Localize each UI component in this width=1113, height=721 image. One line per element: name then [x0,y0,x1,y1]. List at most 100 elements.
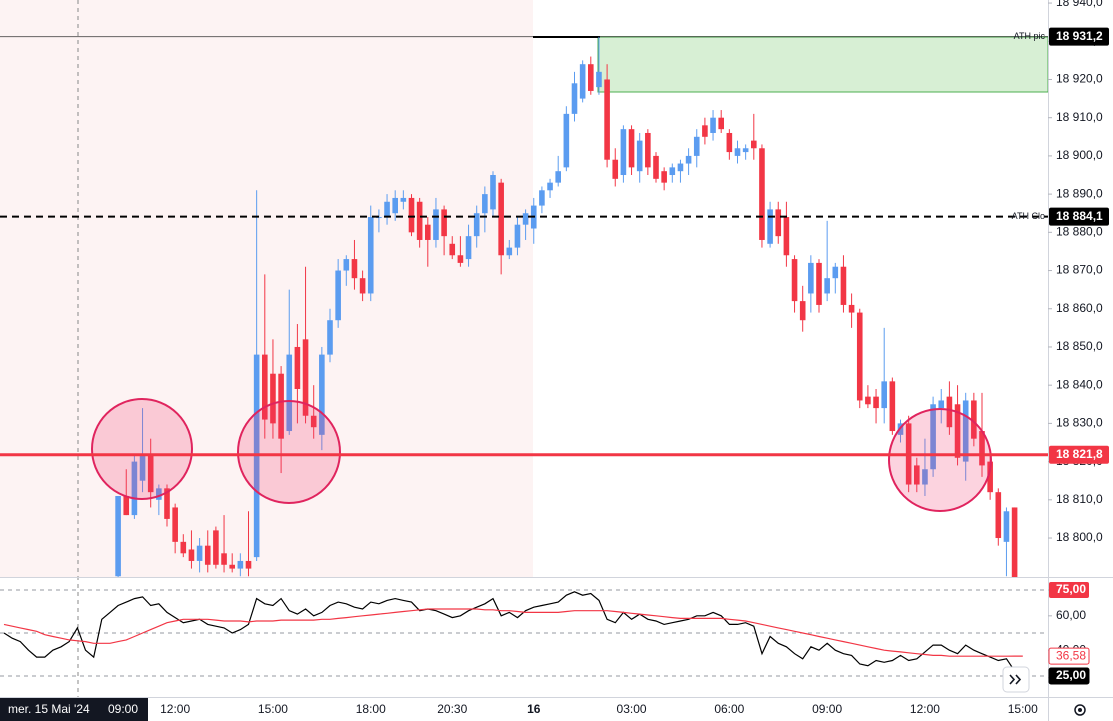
candle-body [579,64,586,99]
candle-body [571,83,578,114]
rsi-tick-label: 60,00 [1056,608,1086,622]
rsi-line [3,591,1024,677]
candle-body [808,262,814,294]
settings-button[interactable] [1074,704,1086,716]
candle-body [677,163,684,172]
candle-body [327,320,333,355]
candle-body [131,461,138,516]
candle-body [335,270,341,321]
candle-body [123,495,130,516]
rsi-tick-label: 75,00 [1056,582,1086,596]
y-tick-label: 18 870,0 [1056,263,1103,277]
scroll-button-box[interactable] [1002,666,1030,693]
candle-body [881,381,887,409]
candle-body [742,148,749,153]
candle-body [204,545,211,565]
y-tick-label: 18 880,0 [1056,225,1103,239]
candle-body [351,259,358,279]
settings-icon[interactable] [1074,704,1086,716]
candle-body [938,400,945,409]
candle-body [751,140,757,149]
candle-body [522,213,529,225]
candle-body [139,453,146,481]
candle-body [930,404,936,470]
candle-body [962,400,969,462]
level-value-label: 18 821,8 [1056,447,1103,461]
candle-body [856,312,863,401]
x-tick-label: 03:00 [617,702,647,716]
settings-icon-center[interactable] [1078,708,1082,712]
candle-body [482,194,488,214]
candle-body [441,209,447,237]
y-tick-label: 18 850,0 [1056,339,1103,353]
scroll-button[interactable] [1002,666,1030,693]
candle-body [620,129,627,176]
x-tick-label: 15:00 [1008,702,1038,716]
candle-body [799,301,806,321]
candle-body [433,209,439,240]
candle-body [343,259,350,271]
rsi-value-label: 25,00 [1056,668,1086,682]
rsi-tick-box [1049,582,1089,599]
candle-body [922,469,928,485]
candle-body [278,373,284,439]
candle-body [840,266,847,305]
candle-body [392,197,398,214]
candle-body [473,213,480,237]
crosshair-time: 09:00 [108,702,138,716]
rsi-pane [0,589,1048,677]
candle-body [425,224,431,240]
candle-body [791,259,798,302]
highlight-circle [91,398,193,500]
candle-body [221,553,227,565]
crosshair-label-box [0,698,148,721]
candle-body [718,117,724,130]
candle-body [604,79,610,160]
ath-zone [597,36,1049,93]
candle-body [457,255,464,263]
candle-body [164,488,170,519]
candle-body [889,381,896,432]
crosshair-date: mer. 15 Mai '24 [8,702,90,716]
candle-body [848,304,855,313]
candle-body [115,495,121,577]
candle-body [995,492,1002,539]
scroll-icon[interactable] [1009,674,1022,685]
candle-body [824,278,830,294]
candle-body [449,243,456,256]
session-background [0,0,533,577]
candle-body [971,400,977,439]
x-tick-label: 12:00 [910,702,940,716]
candle-body [832,266,839,279]
candle-body [555,171,561,183]
candle-body [783,217,790,256]
y-tick-label: 18 940,0 [1056,0,1103,9]
candle-body [367,217,374,294]
highlight-circle [888,408,992,512]
candle-body [1003,511,1010,542]
candle-body [946,396,953,428]
candle-body [726,132,733,153]
candle-body [693,136,700,156]
y-tick-label: 18 810,0 [1056,492,1103,506]
candle-body [914,465,920,485]
candle-body [147,453,154,493]
level-value-label: 18 884,1 [1056,209,1103,223]
candle-body [588,64,594,91]
candle-body [734,148,741,156]
candle-body [612,159,619,179]
candle-body [302,339,309,416]
candle-body [816,262,822,305]
candle-body [359,278,366,294]
candle-body [319,354,325,435]
candle-body [596,71,602,88]
rsi-value-label: 36,58 [1056,648,1086,662]
level-label: ATH pic [1014,31,1046,41]
x-tick-label: 15:00 [258,702,288,716]
y-tick-label: 18 900,0 [1056,148,1103,162]
y-tick-label: 18 800,0 [1056,530,1103,544]
candle-body [653,155,659,179]
rsi-value-box [1048,667,1090,685]
level-value-box [1049,207,1109,226]
